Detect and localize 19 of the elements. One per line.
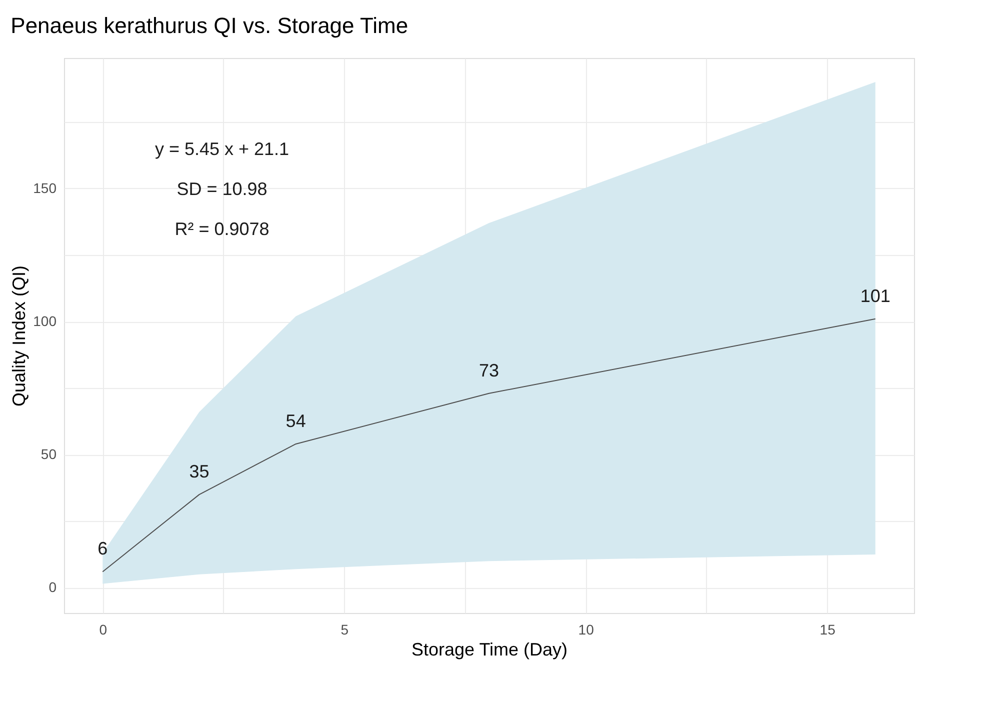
x-tick-label: 0 [99, 622, 108, 638]
y-tick-label: 50 [40, 446, 57, 462]
annotation: SD = 10.98 [176, 179, 268, 199]
chart-title: Penaeus kerathurus QI vs. Storage Time [10, 13, 408, 38]
annotation: y = 5.45 x + 21.1 [154, 139, 290, 159]
y-tick-label: 0 [48, 579, 57, 596]
data-label: 54 [286, 410, 306, 431]
y-tick-label: 150 [33, 180, 57, 196]
x-tick-label: 15 [820, 622, 836, 638]
x-tick-label: 10 [578, 622, 594, 638]
y-axis-title: Quality Index (QI) [9, 265, 30, 407]
data-label: 101 [860, 286, 890, 306]
data-label: 6 [98, 538, 108, 559]
x-axis-title: Storage Time (Day) [411, 640, 568, 660]
y-tick-label: 100 [33, 313, 57, 330]
data-label: 73 [478, 360, 500, 380]
annotation: R² = 0.9078 [174, 219, 270, 239]
x-tick-label: 5 [340, 622, 349, 638]
data-label: 35 [189, 462, 210, 482]
